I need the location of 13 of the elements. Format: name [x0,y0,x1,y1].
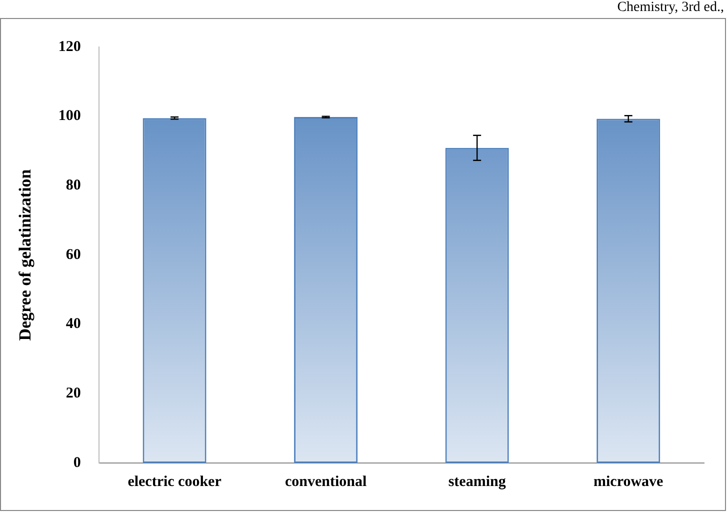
y-tick-label: 60 [66,246,81,263]
x-tick-label: conventional [284,474,367,490]
y-tick-label: 120 [58,38,81,55]
y-tick-label: 100 [58,108,81,124]
y-tick-label: 40 [66,316,81,332]
y-axis-title: Degree of gelatinization [16,168,35,341]
text: Chemistry, 3rd ed., [617,0,724,16]
y-tick-label: 0 [73,454,81,471]
x-tick-label: microwave [594,474,664,490]
x-tick-label: steaming [448,474,506,490]
y-tick-label: 80 [66,178,81,194]
y-tick-label: 20 [66,386,81,402]
x-tick-label: electric cooker [128,474,222,490]
